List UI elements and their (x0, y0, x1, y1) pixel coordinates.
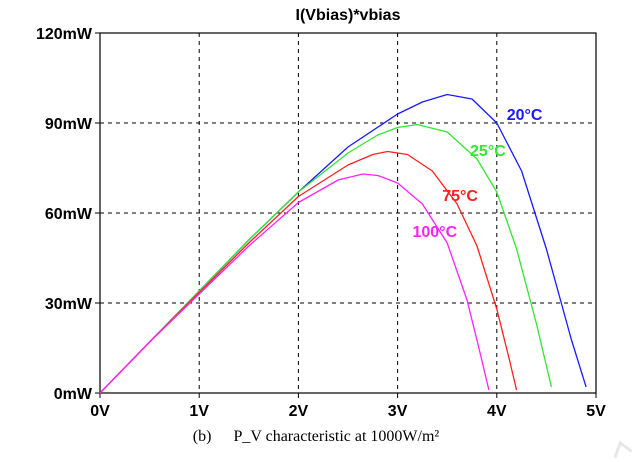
series-labels: 20°C 25°C 75°C 100°C (412, 107, 542, 241)
chart-canvas: I(Vbias)*vbias 0V 1V 2V 3V 4V 5V 0mW 30mW 60mW 90… (36, 7, 606, 420)
chart-title: I(Vbias)*vbias (296, 7, 401, 24)
series-line (99, 150, 518, 394)
x-tick-label: 5V (586, 403, 606, 420)
x-tick-label: 0V (90, 403, 110, 420)
watermark-icon (613, 440, 632, 459)
grid (100, 33, 596, 393)
y-tick-label: 60mW (45, 206, 93, 223)
series-line (99, 173, 490, 394)
x-tick-label: 4V (487, 403, 507, 420)
series-line (99, 93, 587, 394)
figure-caption: (b) P_V characteristic at 1000W/m² (0, 428, 632, 446)
series-label: 25°C (470, 143, 506, 160)
plot-frame (99, 32, 597, 394)
x-tick-label: 1V (189, 403, 209, 420)
series-line (99, 123, 553, 394)
pv-chart: I(Vbias)*vbias 0V 1V 2V 3V 4V 5V 0mW 30mW 60mW 90… (36, 7, 606, 420)
series-layer (99, 93, 587, 394)
y-tick-label: 0mW (54, 386, 93, 403)
y-tick-label: 120mW (36, 26, 93, 43)
x-tick-label: 3V (388, 403, 408, 420)
x-tick-label: 2V (289, 403, 309, 420)
series-label: 100°C (412, 224, 457, 241)
axes: 0V 1V 2V 3V 4V 5V 0mW 30mW 60mW 90mW 120mW (36, 26, 606, 420)
series-label: 75°C (442, 188, 478, 205)
series-label: 20°C (507, 107, 543, 124)
y-tick-label: 90mW (45, 116, 93, 133)
caption-text: P_V characteristic at 1000W/m² (233, 428, 440, 445)
y-tick-label: 30mW (45, 296, 93, 313)
caption-label: (b) (192, 428, 212, 445)
